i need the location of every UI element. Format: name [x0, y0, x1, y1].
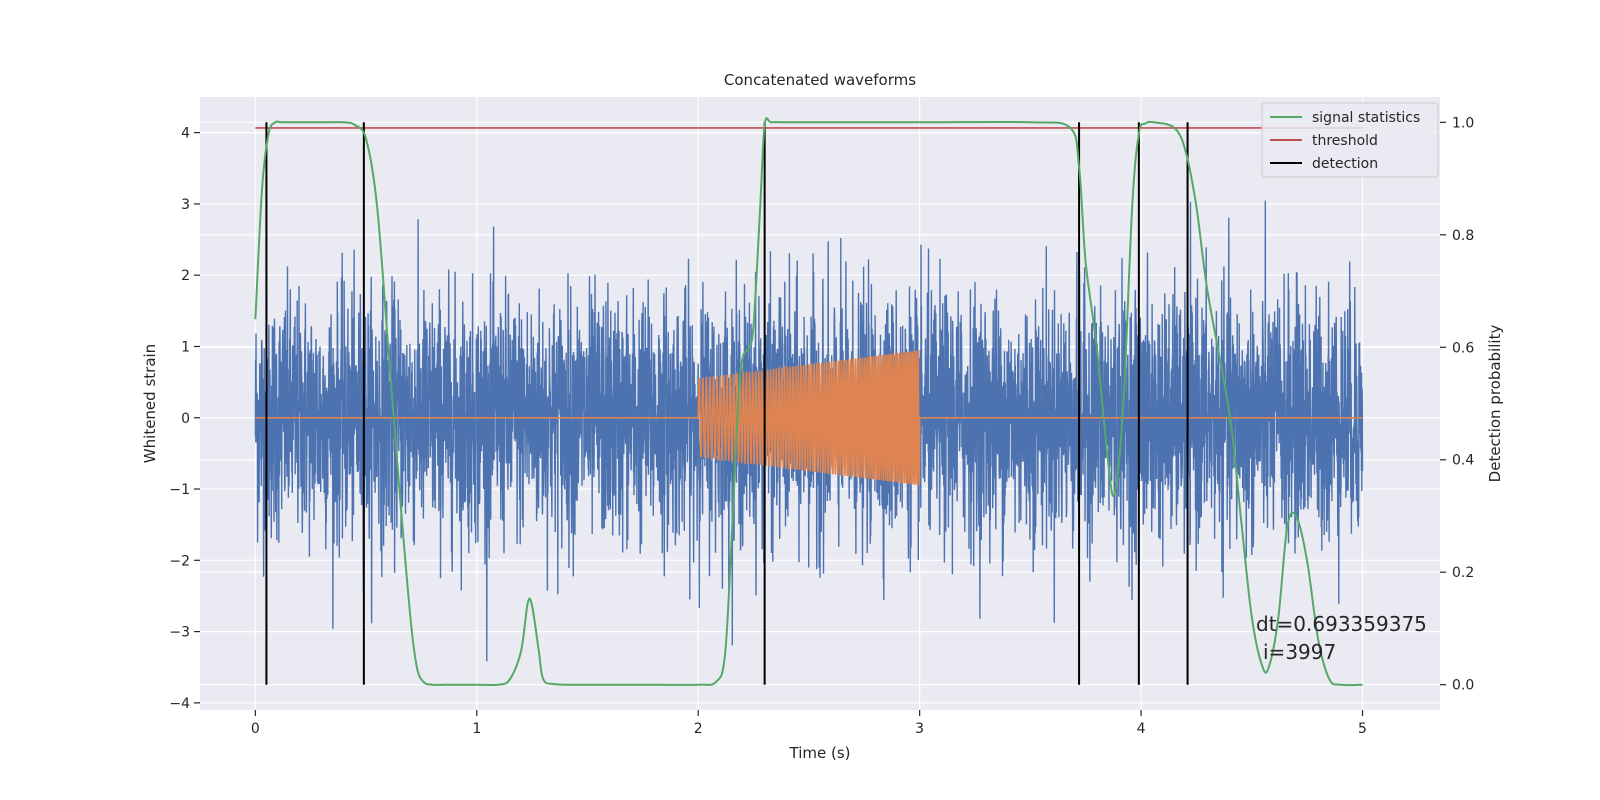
- x-tick-label: 5: [1358, 721, 1367, 737]
- x-tick-label: 0: [251, 721, 260, 737]
- y2-tick-label: 0.4: [1452, 453, 1474, 469]
- legend-label: detection: [1312, 156, 1378, 172]
- statistics-series-line: [254, 117, 1363, 687]
- y2-tick-label: 0.6: [1452, 340, 1474, 356]
- x-tick-label: 2: [694, 721, 703, 737]
- legend-box: [1261, 102, 1439, 178]
- y2-tick-label: 0.8: [1452, 228, 1474, 244]
- x-tick-label: 4: [1137, 721, 1146, 737]
- y-tick-label: −4: [169, 696, 190, 712]
- chart-title: Concatenated waveforms: [724, 71, 916, 89]
- axes-layer: 0 1 2 3 4 5 −4 −3 −2 −1 0 1 2 3 4 0.0 0.2 0.4 0.6 0.8 1.0: [169, 115, 1474, 737]
- y-tick-label: 0: [181, 411, 190, 427]
- x-tick-label: 1: [472, 721, 481, 737]
- x-tick-label: 3: [915, 721, 924, 737]
- legend-label: signal statistics: [1312, 110, 1420, 126]
- y-tick-label: 1: [181, 339, 190, 355]
- data-layer: [254, 117, 1364, 687]
- annotation-dt: dt=0.693359375: [1256, 612, 1427, 636]
- y2-axis-label: Detection probability: [1486, 325, 1504, 483]
- y2-tick-label: 0.0: [1452, 678, 1474, 694]
- grid-lines: [200, 97, 1440, 710]
- x-axis-label: Time (s): [789, 744, 851, 762]
- legend: signal statistics threshold detection: [1261, 102, 1439, 178]
- annotation-i: i=3997: [1263, 640, 1336, 664]
- y-axis-label: Whitened strain: [141, 344, 159, 463]
- y-tick-label: −1: [169, 482, 190, 498]
- y-tick-label: 3: [181, 197, 190, 213]
- y-tick-label: 2: [181, 268, 190, 284]
- y-tick-label: 4: [181, 126, 190, 142]
- legend-label: threshold: [1312, 133, 1378, 149]
- y2-tick-label: 0.2: [1452, 565, 1474, 581]
- y-tick-label: −2: [169, 553, 190, 569]
- y2-tick-label: 1.0: [1452, 115, 1474, 131]
- y-tick-label: −3: [169, 625, 190, 641]
